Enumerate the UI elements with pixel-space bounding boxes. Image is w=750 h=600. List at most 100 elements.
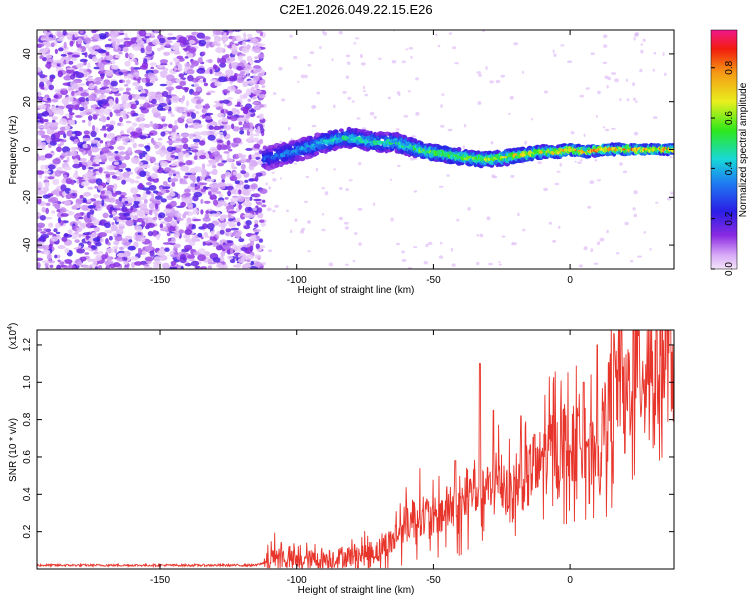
noise-blob <box>232 188 236 195</box>
noise-blob <box>50 236 59 242</box>
noise-blob <box>51 98 59 103</box>
noise-blob <box>175 225 179 231</box>
noise-blob <box>208 159 217 166</box>
noise-blob <box>194 103 203 110</box>
noise-blob <box>82 232 92 236</box>
speckle <box>606 229 609 234</box>
noise-blob <box>243 184 250 190</box>
noise-blob <box>205 44 209 49</box>
noise-blob <box>91 245 97 251</box>
noise-blob <box>234 89 242 95</box>
noise-blob <box>78 177 82 184</box>
noise-blob <box>44 84 49 91</box>
noise-blob <box>37 228 43 232</box>
noise-blob <box>68 60 74 65</box>
noise-blob <box>47 63 51 70</box>
noise-blob <box>249 245 254 251</box>
noise-blob <box>57 259 61 262</box>
x-tick-label: -100 <box>287 275 307 286</box>
noise-blob <box>132 203 139 209</box>
noise-blob <box>196 68 206 74</box>
noise-blob <box>132 214 139 221</box>
noise-blob <box>59 207 67 213</box>
noise-blob <box>254 254 262 260</box>
noise-blob <box>164 167 172 173</box>
speckle <box>362 85 365 90</box>
noise-blob <box>149 156 156 163</box>
noise-blob <box>174 51 179 55</box>
speckle <box>479 233 484 238</box>
speckle <box>556 170 561 173</box>
noise-blob <box>38 91 42 98</box>
noise-blob <box>138 30 147 37</box>
noise-blob <box>178 161 184 167</box>
noise-blob <box>154 195 163 200</box>
noise-blob <box>242 40 247 48</box>
noise-blob <box>253 148 258 152</box>
noise-blob <box>65 58 69 65</box>
noise-blob <box>105 247 115 254</box>
speckle <box>635 100 638 104</box>
noise-blob <box>56 264 61 269</box>
speckle <box>345 263 349 266</box>
speckle <box>315 167 318 172</box>
noise-blob <box>161 115 166 120</box>
speckle <box>294 218 298 223</box>
noise-blob <box>76 63 83 69</box>
noise-blob <box>193 131 203 136</box>
noise-blob <box>255 172 263 177</box>
speckle <box>271 171 275 174</box>
noise-blob <box>207 67 210 74</box>
noise-blob <box>123 84 129 87</box>
noise-blob <box>252 228 262 233</box>
x-tick-label: 0 <box>567 575 573 586</box>
noise-blob <box>97 58 102 64</box>
y-tick-label: 0.4 <box>22 487 33 501</box>
noise-blob <box>75 198 83 205</box>
speckle <box>615 252 620 255</box>
noise-blob <box>126 111 131 115</box>
noise-blob <box>236 66 243 71</box>
noise-blob <box>43 186 49 192</box>
noise-blob <box>40 231 47 234</box>
noise-blob <box>251 38 259 45</box>
noise-blob <box>130 37 138 44</box>
noise-blob <box>173 231 180 238</box>
noise-blob <box>135 61 139 66</box>
noise-blob <box>169 61 173 66</box>
noise-blob <box>49 264 54 268</box>
noise-blob <box>236 173 242 180</box>
noise-blob <box>167 111 173 114</box>
noise-blob <box>212 64 218 70</box>
noise-blob <box>192 209 199 215</box>
noise-blob <box>145 45 152 52</box>
noise-blob <box>204 213 210 219</box>
noise-blob <box>101 116 107 123</box>
noise-blob <box>249 132 254 138</box>
noise-blob <box>253 59 261 63</box>
noise-blob <box>168 123 173 129</box>
noise-blob <box>72 54 80 58</box>
noise-blob <box>87 159 92 166</box>
speckle <box>280 177 282 180</box>
noise-blob <box>106 195 110 200</box>
noise-blob <box>37 170 45 175</box>
noise-blob <box>187 53 194 58</box>
noise-blob <box>64 233 68 236</box>
noise-blob <box>97 62 105 68</box>
noise-blob <box>167 238 171 243</box>
speckle <box>452 46 457 50</box>
noise-blob <box>98 94 107 100</box>
speckle <box>501 235 506 238</box>
noise-blob <box>95 127 99 134</box>
speckle <box>595 114 598 118</box>
speckle <box>356 117 361 120</box>
noise-blob <box>238 238 245 243</box>
noise-blob <box>53 95 59 99</box>
noise-blob <box>166 213 175 217</box>
noise-blob <box>60 184 67 192</box>
speckle <box>287 127 291 131</box>
noise-blob <box>92 114 98 120</box>
noise-blob <box>52 178 60 186</box>
